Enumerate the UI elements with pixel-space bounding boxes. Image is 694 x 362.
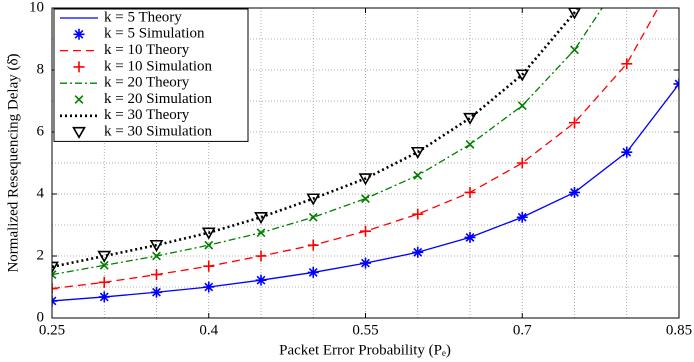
simulation-marker <box>413 170 423 180</box>
legend-label: k = 30 Simulation <box>104 124 213 140</box>
simulation-marker <box>360 225 371 237</box>
y-tick-label: 10 <box>29 0 44 15</box>
simulation-marker <box>255 250 267 262</box>
simulation-marker <box>360 257 371 269</box>
legend-label: k = 30 Theory <box>104 107 190 123</box>
simulation-marker <box>52 261 59 274</box>
simulation-marker <box>464 186 476 198</box>
simulation-marker <box>517 101 527 111</box>
legend-marker <box>73 61 85 73</box>
simulation-marker <box>307 266 319 278</box>
x-tick-label: 0.4 <box>199 322 218 338</box>
simulation-marker <box>151 269 162 281</box>
simulation-marker <box>412 246 424 258</box>
simulation-marker <box>52 283 58 295</box>
simulation-marker <box>516 157 528 169</box>
simulation-marker <box>465 139 475 149</box>
x-tick-label: 0.85 <box>666 322 692 338</box>
plot-area <box>52 8 679 307</box>
legend-label: k = 10 Simulation <box>104 58 213 74</box>
simulation-marker <box>149 239 164 252</box>
simulation-marker <box>306 193 321 206</box>
simulation-marker <box>569 186 580 198</box>
legend-label: k = 5 Simulation <box>104 26 205 42</box>
simulation-marker <box>98 291 110 303</box>
simulation-marker <box>358 173 373 186</box>
legend-marker <box>74 95 84 104</box>
simulation-marker <box>99 260 109 270</box>
simulation-marker <box>97 250 112 263</box>
x-axis-label: Packet Error Probability (Pₑ) <box>279 342 451 358</box>
y-tick-label: 2 <box>37 247 45 263</box>
simulation-marker <box>204 240 214 250</box>
y-tick-label: 4 <box>37 185 45 201</box>
simulation-marker <box>98 276 110 288</box>
simulation-marker <box>256 228 266 238</box>
simulation-marker <box>52 270 57 280</box>
y-tick-label: 6 <box>37 123 45 139</box>
simulation-marker <box>361 194 370 204</box>
simulation-marker <box>152 251 161 261</box>
simulation-marker <box>463 112 477 125</box>
simulation-marker <box>464 231 476 243</box>
theory-line <box>52 8 579 269</box>
simulation-marker <box>515 69 530 82</box>
y-axis-label: Normalized Resequencing Delay (δ̄) <box>5 53 21 272</box>
legend-marker <box>72 126 86 139</box>
x-tick-label: 0.55 <box>352 322 378 338</box>
simulation-marker <box>621 58 633 70</box>
legend-box <box>53 8 249 142</box>
simulation-marker <box>201 227 216 240</box>
simulation-marker <box>203 281 215 293</box>
legend-label: k = 10 Theory <box>104 42 190 58</box>
y-tick-label: 8 <box>37 61 45 77</box>
simulation-marker <box>254 212 268 225</box>
legend-label: k = 20 Simulation <box>104 91 213 107</box>
simulation-marker <box>410 146 425 159</box>
x-tick-label: 0.7 <box>513 322 532 338</box>
simulation-marker <box>255 274 267 286</box>
simulation-marker <box>516 211 528 223</box>
legend-marker <box>73 28 85 40</box>
simulation-marker <box>412 208 424 220</box>
plot-frame <box>51 7 680 319</box>
x-tick-label: 0.25 <box>39 322 65 338</box>
simulation-marker <box>151 286 162 298</box>
y-tick-label: 0 <box>37 309 45 325</box>
simulation-marker <box>621 146 633 158</box>
legend-label: k = 20 Theory <box>104 75 190 91</box>
simulation-marker <box>203 260 215 272</box>
simulation-marker <box>308 212 318 222</box>
simulation-marker <box>570 45 579 55</box>
legend-label: k = 5 Theory <box>104 9 182 25</box>
simulation-marker <box>569 117 580 129</box>
simulation-marker <box>307 239 319 251</box>
